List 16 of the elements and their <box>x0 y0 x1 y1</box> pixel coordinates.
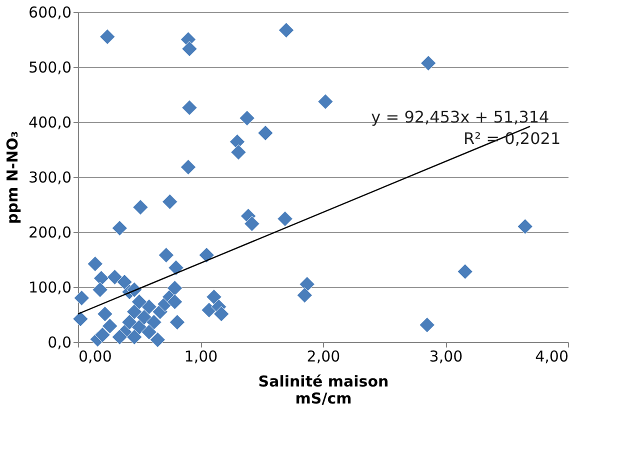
x-tick-label: 4,00 <box>535 348 568 366</box>
annotation: y = 92,453x + 51,314 <box>371 108 550 127</box>
x-tick-label: 2,00 <box>306 348 340 366</box>
y-tick-label: 500,0 <box>28 58 72 76</box>
y-tick-label: 100,0 <box>28 278 72 296</box>
x-tick-label: 3,00 <box>429 348 463 366</box>
x-axis-title: Salinité maison mS/cm <box>258 372 389 408</box>
y-tick-label: 300,0 <box>28 168 72 186</box>
y-tick-label: 0,0 <box>48 334 72 352</box>
y-axis-title: ppm N-NO₃ <box>4 131 22 224</box>
y-tick-label: 200,0 <box>28 224 72 242</box>
y-tick-label: 400,0 <box>28 114 72 132</box>
annotation: R² = 0,2021 <box>464 129 561 148</box>
x-tick-label: 0,00 <box>78 348 112 366</box>
x-tick-label: 1,00 <box>184 348 218 366</box>
y-tick-label: 600,0 <box>28 4 72 22</box>
